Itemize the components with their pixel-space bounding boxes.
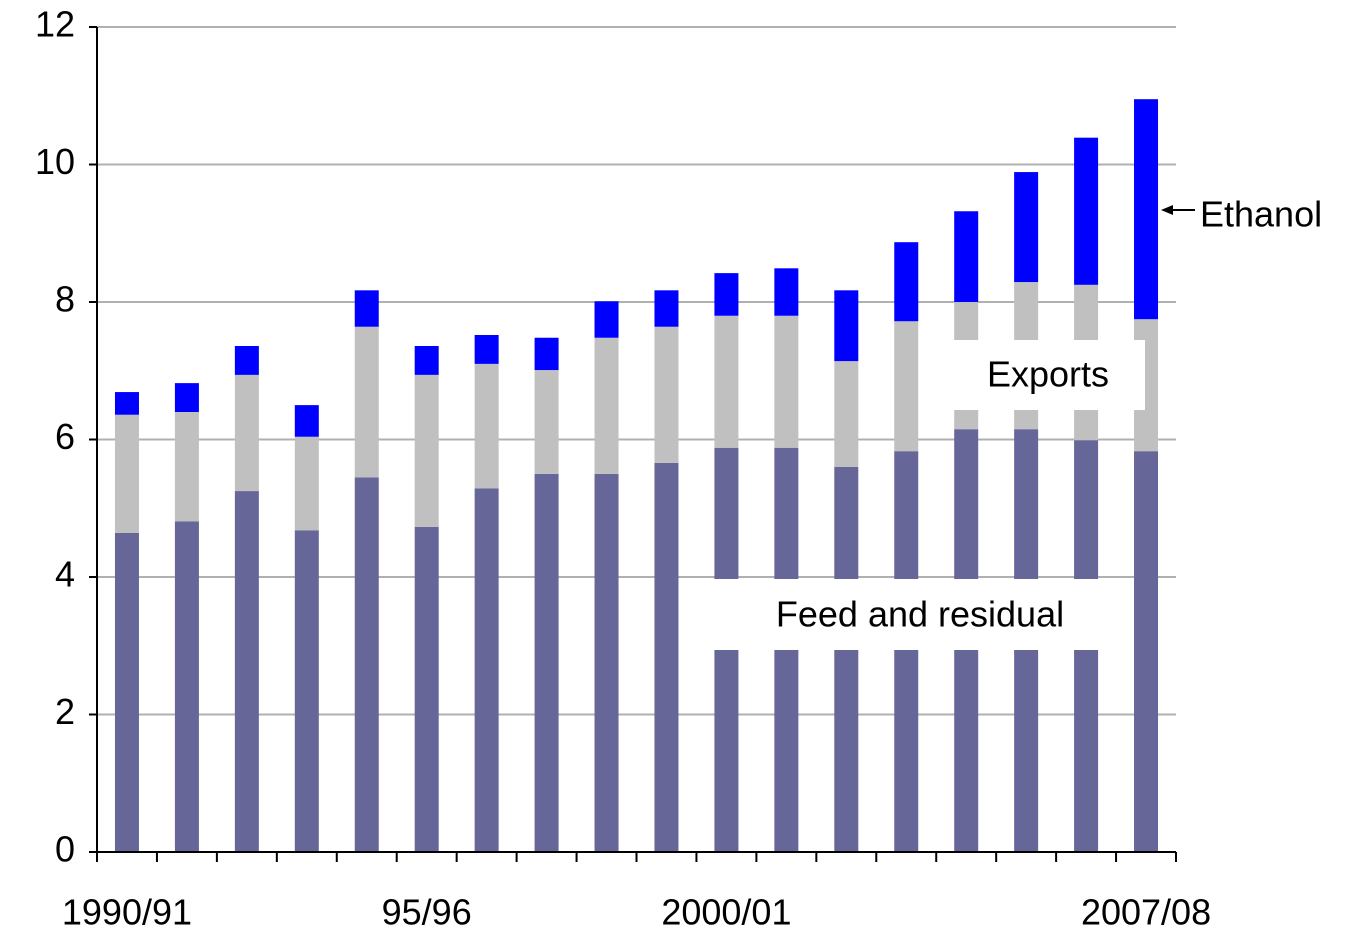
bar-segment bbox=[894, 451, 919, 852]
bar-segment bbox=[414, 526, 439, 852]
bar-segment bbox=[294, 530, 319, 852]
bar-segment bbox=[894, 321, 919, 452]
bar-segment bbox=[534, 370, 559, 474]
bar-segment bbox=[594, 301, 619, 338]
x-tick-label: 2000/01 bbox=[661, 892, 791, 933]
arrow-head bbox=[1161, 205, 1173, 215]
bar-segment bbox=[114, 533, 139, 852]
bar-segment bbox=[714, 273, 739, 316]
bar-segment bbox=[114, 392, 139, 415]
y-tick-label: 10 bbox=[35, 141, 75, 182]
y-tick-label: 8 bbox=[55, 279, 75, 320]
bar-segment bbox=[774, 315, 799, 448]
y-tick-label: 6 bbox=[55, 416, 75, 457]
bar-segment bbox=[1014, 172, 1039, 283]
y-tick-label: 2 bbox=[55, 691, 75, 732]
x-tick-label: 95/96 bbox=[382, 892, 472, 933]
y-tick-label: 12 bbox=[35, 4, 75, 45]
bar-segment bbox=[414, 374, 439, 527]
bar-segment bbox=[594, 473, 619, 852]
y-tick-label: 4 bbox=[55, 554, 75, 595]
bar-segment bbox=[474, 488, 499, 852]
label-box bbox=[950, 340, 1145, 410]
bar-segment bbox=[234, 374, 259, 492]
bar-segment bbox=[594, 337, 619, 474]
bar-segment bbox=[294, 436, 319, 531]
bar-segment bbox=[534, 473, 559, 852]
bar-segment bbox=[174, 383, 199, 412]
bar-segment bbox=[834, 467, 859, 852]
bar-segment bbox=[834, 361, 859, 467]
bar-segment bbox=[894, 242, 919, 322]
label-box bbox=[712, 579, 1100, 650]
bar-segment bbox=[714, 315, 739, 448]
series-label: Feed and residual bbox=[776, 594, 1064, 635]
bar-segment bbox=[474, 335, 499, 364]
bar-segment bbox=[354, 477, 379, 852]
bar-segment bbox=[654, 326, 679, 463]
series-label: Exports bbox=[987, 354, 1109, 395]
bar-segment bbox=[474, 363, 499, 489]
bar-segment bbox=[354, 326, 379, 478]
bar-segment bbox=[234, 491, 259, 852]
bar-segment bbox=[114, 414, 139, 533]
bar-segment bbox=[174, 521, 199, 852]
bar-segment bbox=[294, 405, 319, 437]
bar-segment bbox=[1134, 99, 1159, 320]
bar-segment bbox=[654, 462, 679, 852]
bar-segment bbox=[654, 290, 679, 327]
y-tick-label: 0 bbox=[55, 829, 75, 870]
bar-segment bbox=[954, 211, 979, 302]
x-tick-label: 1990/91 bbox=[62, 892, 192, 933]
bar-segment bbox=[1134, 451, 1159, 852]
bar-segment bbox=[1074, 137, 1099, 285]
series-label: Ethanol bbox=[1200, 194, 1322, 235]
bar-segment bbox=[354, 290, 379, 327]
bar-segment bbox=[414, 346, 439, 375]
bar-segment bbox=[834, 290, 859, 362]
bar-segment bbox=[174, 412, 199, 522]
x-tick-label: 2007/08 bbox=[1081, 892, 1211, 933]
bar-segment bbox=[774, 268, 799, 316]
bar-segment bbox=[234, 346, 259, 375]
bar-segment bbox=[534, 337, 559, 371]
